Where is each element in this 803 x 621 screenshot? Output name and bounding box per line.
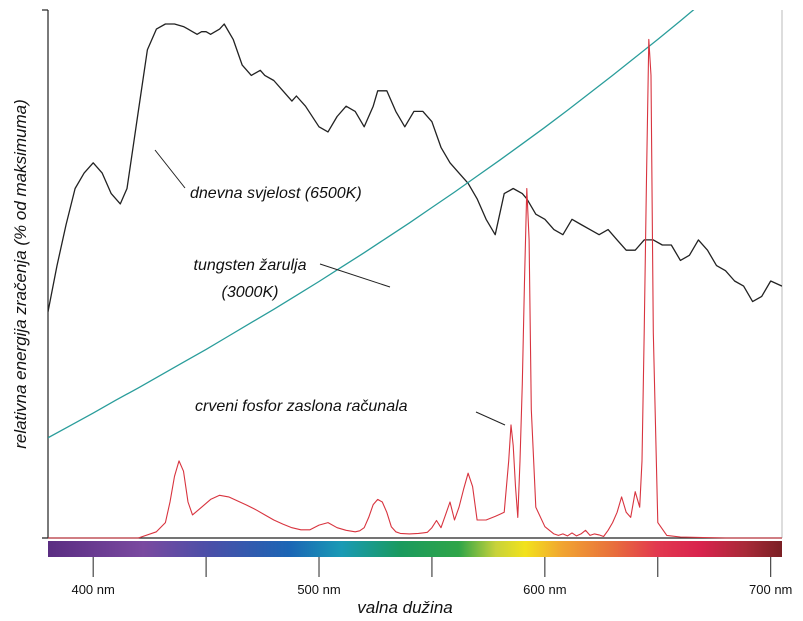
visible-spectrum-bar bbox=[48, 541, 782, 557]
series-line-1 bbox=[48, 23, 782, 312]
x-tick-label-400: 400 nm bbox=[71, 582, 114, 597]
x-axis: 400 nm 500 nm 600 nm 700 nm bbox=[71, 557, 792, 597]
x-tick-label-700: 700 nm bbox=[749, 582, 792, 597]
annotation-layer: dnevna svjelost (6500K) tungsten žarulja (… bbox=[154, 149, 506, 426]
annotation-2-leader bbox=[319, 263, 391, 288]
series-line-3 bbox=[48, 38, 782, 539]
x-tick-label-600: 600 nm bbox=[523, 582, 566, 597]
series-line-2 bbox=[48, 10, 695, 439]
annotation-3-line-1: crveni fosfor zaslona računala bbox=[195, 398, 408, 415]
y-axis-title: relativna energija zračenja (% od maksim… bbox=[11, 99, 30, 449]
series-layer bbox=[48, 10, 782, 539]
annotation-3-leader bbox=[475, 411, 506, 426]
annotation-2-line-1: tungsten žarulja bbox=[194, 257, 307, 274]
annotation-1-line-1: dnevna svjelost (6500K) bbox=[190, 185, 362, 202]
annotation-2-line-2: (3000K) bbox=[222, 284, 279, 301]
x-axis-title: valna dužina bbox=[357, 598, 452, 617]
plot-frame bbox=[42, 9, 783, 539]
annotation-1-leader bbox=[154, 149, 186, 189]
x-tick-label-500: 500 nm bbox=[297, 582, 340, 597]
